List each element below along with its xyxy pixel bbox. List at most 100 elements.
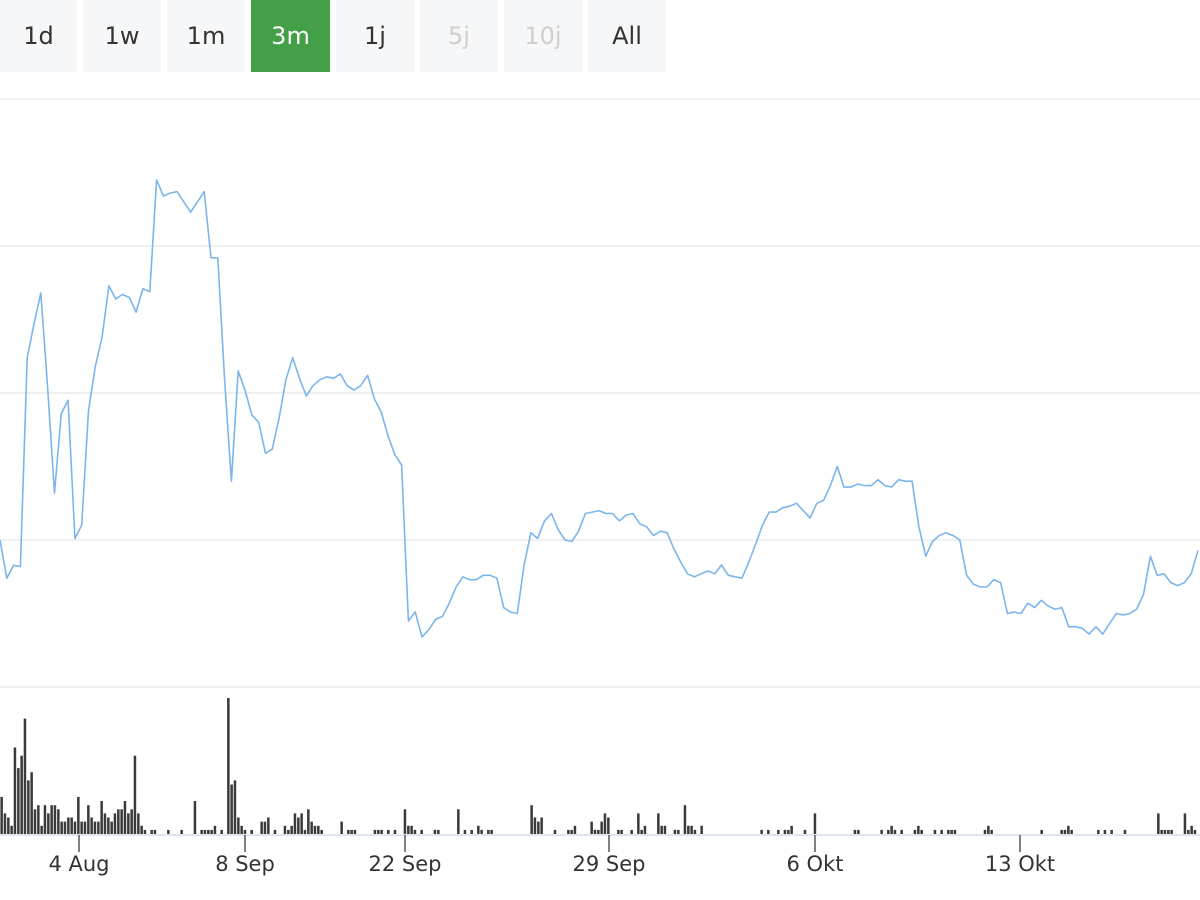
volume-bar (33, 809, 37, 834)
volume-bar (990, 829, 993, 834)
range-all-button[interactable]: All (588, 0, 666, 72)
volume-bar (350, 829, 353, 834)
volume-bar (953, 829, 957, 834)
volume-bar (30, 772, 33, 834)
volume-bar (663, 825, 667, 834)
volume-bar (1097, 829, 1100, 834)
volume-bar (597, 829, 600, 834)
volume-bar (917, 825, 920, 834)
range-1w-button[interactable]: 1w (83, 0, 161, 72)
volume-bar (933, 829, 937, 834)
volume-bar (1040, 829, 1043, 834)
volume-bar (620, 829, 623, 834)
volume-bar (677, 829, 680, 834)
volume-bar (387, 829, 390, 834)
volume-bar (533, 817, 537, 834)
volume-bar (290, 825, 293, 834)
volume-bar (233, 780, 237, 834)
volume-bar (207, 829, 210, 834)
range-10j-button: 10j (504, 0, 582, 72)
volume-bar (1187, 829, 1190, 834)
volume-bar (153, 829, 157, 834)
volume-bar (283, 825, 287, 834)
x-axis-ticks (78, 835, 1021, 852)
volume-bar (210, 829, 213, 834)
volume-bar (783, 829, 787, 834)
volume-bar (20, 755, 23, 834)
volume-bar (380, 829, 383, 834)
volume-bar (37, 805, 40, 834)
volume-bar (603, 813, 607, 834)
volume-bar (1190, 825, 1193, 834)
volume-bar (393, 829, 397, 834)
volume-bar (347, 829, 350, 834)
volume-bar (43, 805, 47, 834)
volume-bar (100, 801, 103, 834)
volume-bar (617, 829, 620, 834)
volume-bar (127, 813, 130, 834)
volume-bar (87, 805, 90, 834)
volume-bar (690, 825, 693, 834)
volume-bar (660, 825, 663, 834)
tick-label-13-okt: 13 Okt (985, 852, 1055, 876)
volume-bar (790, 825, 793, 834)
range-3m-button[interactable]: 3m (251, 0, 330, 72)
volume-bar (230, 784, 233, 834)
volume-bar (267, 817, 270, 834)
volume-bar (97, 821, 100, 834)
volume-bar (297, 817, 300, 834)
volume-bar (760, 829, 763, 834)
volume-bar (487, 829, 490, 834)
volume-bar (107, 817, 110, 834)
volume-bar (80, 821, 83, 834)
volume-bar (700, 825, 703, 834)
volume-bar (120, 809, 123, 834)
range-1m-button[interactable]: 1m (167, 0, 245, 72)
volume-bar (237, 817, 240, 834)
volume-bar (320, 829, 323, 834)
volume-bar (317, 825, 320, 834)
volume-bar (813, 813, 817, 834)
volume-bar (10, 825, 13, 834)
range-selector: 1d 1w 1m 3m 1j 5j 10j All (0, 0, 1200, 72)
volume-bar (630, 829, 633, 834)
volume-bar (947, 829, 950, 834)
volume-bar (243, 829, 247, 834)
volume-bar (260, 821, 263, 834)
volume-bar (457, 809, 460, 834)
volume-bar (137, 813, 140, 834)
volume-bar (693, 829, 697, 834)
volume-bar (220, 829, 223, 834)
volume-bar (373, 829, 377, 834)
x-axis-labels: 4 Aug 8 Sep 22 Sep 29 Sep 6 Okt 13 Okt (48, 852, 1055, 876)
volume-bar (150, 829, 153, 834)
volume-bar (143, 829, 147, 834)
volume-bar (1110, 829, 1113, 834)
volume-bar (477, 825, 480, 834)
price-line (0, 179, 1199, 638)
volume-bar (1123, 829, 1127, 834)
volume-bar (857, 829, 860, 834)
volume-bar (90, 817, 93, 834)
volume-bar (880, 829, 883, 834)
volume-bar (60, 821, 63, 834)
volume-bar (300, 813, 303, 834)
volume-bar (23, 718, 27, 834)
volume-bar (673, 829, 677, 834)
volume-bar (50, 805, 53, 834)
volume-bar (537, 821, 540, 834)
range-5j-button: 5j (420, 0, 498, 72)
volume-bar (47, 813, 50, 834)
range-1j-button[interactable]: 1j (336, 0, 414, 72)
volume-bar (420, 829, 423, 834)
volume-bar (1103, 829, 1107, 834)
tick-label-29-sep: 29 Sep (573, 852, 646, 876)
volume-bar (683, 805, 687, 834)
range-1d-button[interactable]: 1d (0, 0, 77, 72)
volume-bar (1060, 829, 1063, 834)
tick-label-4-aug: 4 Aug (48, 852, 109, 876)
volume-bar (310, 821, 313, 834)
volume-bar (637, 813, 640, 834)
volume-bar (590, 821, 593, 834)
